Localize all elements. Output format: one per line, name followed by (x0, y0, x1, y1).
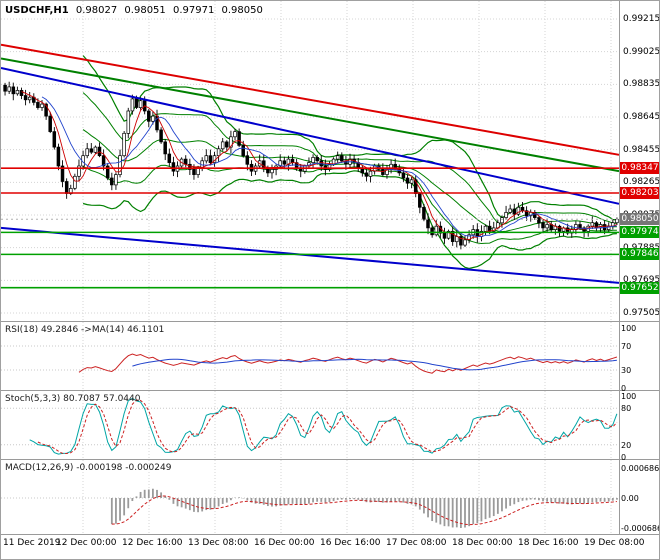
rsi-scale-label: 100 (621, 324, 637, 333)
time-axis-label: 12 Dec 00:00 (56, 538, 117, 548)
macd-scale-label: 0.00 (621, 494, 639, 503)
support-level-label: 0.97974 (620, 226, 659, 239)
time-axis-label: 16 Dec 00:00 (254, 538, 315, 548)
ohlc-high: 0.98051 (124, 5, 166, 16)
time-axis-label: 12 Dec 16:00 (122, 538, 183, 548)
stoch-scale-label: 80 (621, 404, 632, 414)
price-tick-label: 0.99025 (623, 46, 660, 57)
price-tick-label: 0.98645 (623, 112, 660, 122)
stoch-scale-label: 0 (621, 453, 627, 462)
macd-indicator-label: MACD(12,26,9) -0.000198 -0.000249 (5, 463, 172, 473)
stoch-indicator-label: Stoch(5,3,3) 80.7087 57.0440 (5, 394, 141, 404)
rsi-scale-label: 0 (621, 384, 627, 393)
support-level-label: 0.97846 (620, 248, 659, 261)
price-tick-label: 0.97695 (623, 275, 660, 286)
chart-header: USDCHF,H1 0.98027 0.98051 0.97971 0.9805… (5, 5, 267, 16)
stoch-scale-label: 20 (621, 440, 632, 450)
price-tick-label: 0.97505 (623, 308, 660, 318)
time-axis-label: 19 Dec 08:00 (584, 538, 645, 548)
price-tick-label: 0.97885 (623, 243, 659, 253)
ohlc-open: 0.98027 (75, 5, 118, 16)
time-axis[interactable]: 11 Dec 2019 12 Dec 00:00 12 Dec 16:00 13… (1, 535, 659, 559)
current-price-label: 0.98050 (620, 213, 659, 226)
rsi-scale-label: 30 (621, 366, 632, 375)
time-axis-label: 16 Dec 16:00 (320, 538, 381, 548)
macd-scale-label: -0.000686 (621, 524, 660, 533)
time-axis-label: 13 Dec 08:00 (188, 538, 249, 548)
time-axis-label: 18 Dec 16:00 (518, 538, 579, 548)
price-tick-label: 0.99215 (623, 14, 660, 24)
rsi-indicator-label: RSI(18) 49.2846 ->MA(14) 46.1101 (5, 325, 165, 335)
time-axis-label: 18 Dec 00:00 (452, 538, 513, 548)
macd-scale-label: 0.000686 (621, 464, 660, 473)
stoch-scale-label: 100 (621, 392, 637, 401)
ohlc-low: 0.97971 (172, 5, 215, 16)
resistance-level-label: 0.98203 (620, 186, 659, 199)
time-axis-label: 11 Dec 2019 (3, 538, 61, 548)
price-tick-label: 0.98835 (623, 79, 660, 90)
price-tick-label: 0.98265 (623, 177, 660, 188)
price-axis[interactable]: 0.99215 0.99025 0.98835 0.98645 0.98455 … (620, 1, 660, 535)
price-tick-label: 0.98455 (623, 144, 660, 155)
ohlc-close: 0.98050 (221, 5, 263, 16)
resistance-level-label: 0.98347 (620, 162, 659, 175)
time-axis-label: 17 Dec 08:00 (386, 538, 447, 548)
rsi-scale-label: 70 (621, 342, 632, 351)
symbol-timeframe: USDCHF,H1 (5, 5, 69, 16)
support-level-label: 0.97652 (620, 281, 659, 294)
